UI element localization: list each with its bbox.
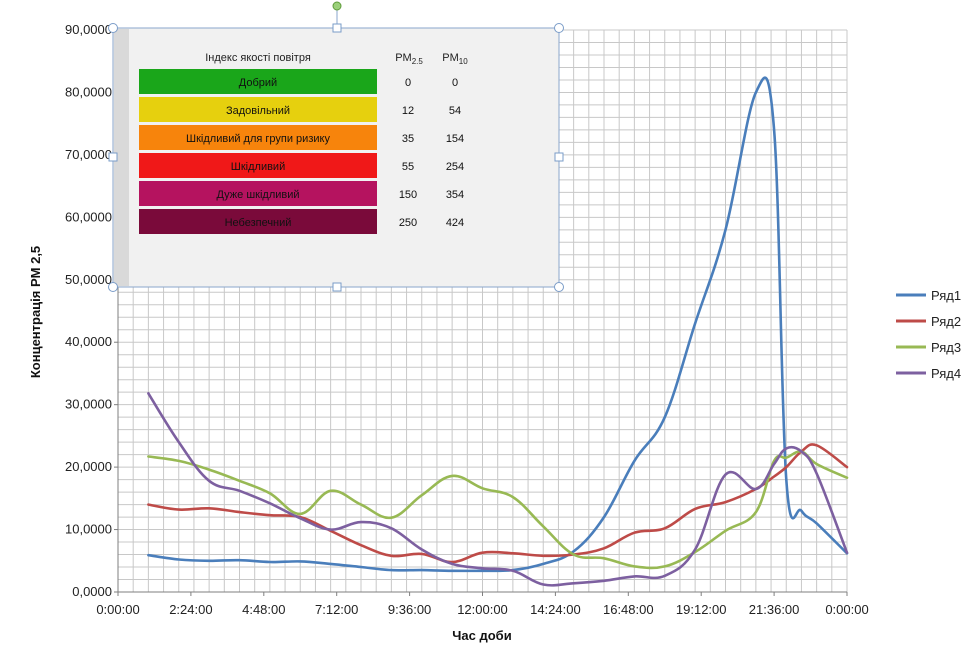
aqi-pm10-value: 354 — [446, 189, 464, 201]
y-axis-title: Концентрація PM 2,5 — [28, 246, 43, 378]
resize-handle — [108, 282, 118, 292]
legend-label: Ряд2 — [931, 314, 961, 329]
x-tick-label: 0:00:00 — [825, 602, 868, 617]
x-tick-label: 0:00:00 — [96, 602, 139, 617]
resize-handle — [332, 282, 342, 292]
x-tick-label: 2:24:00 — [169, 602, 212, 617]
aqi-pm25-value: 55 — [402, 161, 414, 173]
aqi-pm25-value: 150 — [399, 189, 417, 201]
resize-handle — [554, 23, 564, 33]
y-tick-label: 10,0000 — [65, 522, 112, 537]
aqi-category-label: Небезпечний — [225, 217, 292, 229]
y-tick-label: 90,0000 — [65, 22, 112, 37]
aqi-pm10-value: 424 — [446, 217, 464, 229]
aqi-category-cell — [139, 209, 377, 234]
x-tick-label: 14:24:00 — [530, 602, 581, 617]
resize-handle — [108, 23, 118, 33]
tick-labels: 0,0000 10,0000 20,0000 30,0000 40,0000 50,000… — [65, 22, 869, 617]
aqi-category-label: Дуже шкідливий — [216, 189, 299, 201]
x-tick-label: 12:00:00 — [457, 602, 508, 617]
x-tick-label: 4:48:00 — [242, 602, 285, 617]
aqi-pm10-value: 254 — [446, 161, 464, 173]
resize-handle — [554, 152, 564, 162]
y-tick-label: 40,0000 — [65, 334, 112, 349]
aqi-panel-edge — [114, 29, 129, 286]
aqi-header-pm25: PM2.5 — [395, 52, 423, 66]
aqi-inset-table[interactable]: Індекс якості повітря PM2.5 PM10 Добрий 0 0 За… — [108, 1, 564, 292]
x-tick-label: 16:48:00 — [603, 602, 654, 617]
legend-label: Ряд3 — [931, 340, 961, 355]
aqi-category-label: Шкідливий для групи ризику — [186, 133, 330, 145]
aqi-category-label: Добрий — [239, 77, 277, 89]
x-tick-label: 19:12:00 — [676, 602, 727, 617]
y-tick-label: 0,0000 — [72, 584, 112, 599]
x-tick-label: 9:36:00 — [388, 602, 431, 617]
y-tick-label: 30,0000 — [65, 397, 112, 412]
y-tick-label: 80,0000 — [65, 84, 112, 99]
aqi-category-cell — [139, 181, 377, 206]
legend: Ряд1 Ряд2 Ряд3 Ряд4 — [896, 288, 961, 381]
resize-handle — [554, 282, 564, 292]
series-line-2 — [147, 443, 849, 564]
aqi-category-label: Задовільний — [226, 105, 290, 117]
y-tick-label: 50,0000 — [65, 272, 112, 287]
aqi-category-cell — [139, 69, 377, 94]
x-axis-title: Час доби — [452, 628, 511, 643]
resize-handle — [332, 23, 342, 33]
aqi-header-index: Індекс якості повітря — [205, 52, 311, 64]
y-tick-label: 70,0000 — [65, 147, 112, 162]
aqi-pm10-value: 54 — [449, 105, 461, 117]
legend-label: Ряд4 — [931, 366, 961, 381]
aqi-pm25-value: 0 — [405, 77, 411, 89]
aqi-category-label: Шкідливий — [231, 161, 285, 173]
series-lines — [147, 76, 849, 587]
aqi-category-cell — [139, 97, 377, 122]
y-tick-label: 20,0000 — [65, 459, 112, 474]
rotate-handle — [332, 1, 342, 11]
aqi-pm10-value: 0 — [452, 77, 458, 89]
aqi-pm25-value: 12 — [402, 105, 414, 117]
aqi-pm25-value: 35 — [402, 133, 414, 145]
aqi-pm25-value: 250 — [399, 217, 417, 229]
aqi-header-pm10: PM10 — [442, 52, 468, 66]
aqi-category-cell — [139, 153, 377, 178]
aqi-category-cell — [139, 125, 377, 150]
legend-label: Ряд1 — [931, 288, 961, 303]
resize-handle — [108, 152, 118, 162]
y-tick-label: 60,0000 — [65, 209, 112, 224]
aqi-pm10-value: 154 — [446, 133, 464, 145]
series-line-4 — [147, 392, 849, 587]
x-tick-label: 7:12:00 — [315, 602, 358, 617]
x-tick-label: 21:36:00 — [749, 602, 800, 617]
